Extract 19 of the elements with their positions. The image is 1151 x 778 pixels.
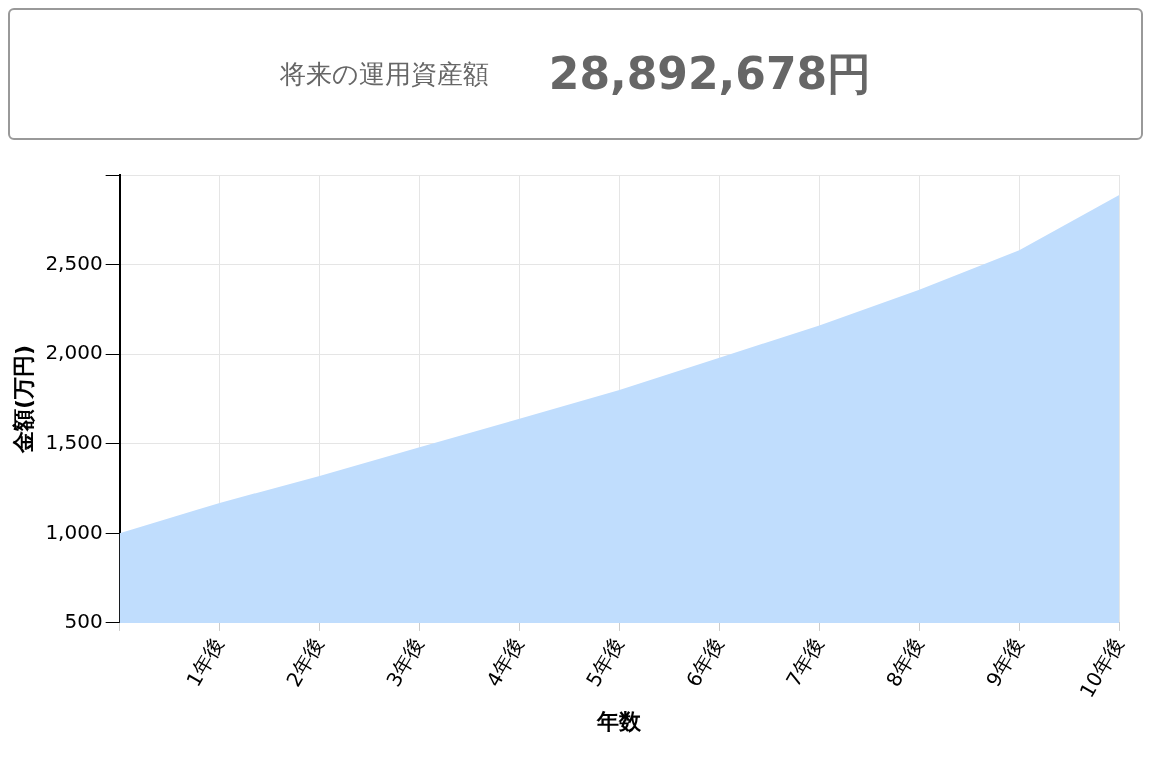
x-tick-label: 6年後 [681, 633, 729, 691]
x-axis-title: 年数 [596, 708, 643, 734]
x-tick-label: 9年後 [980, 633, 1029, 691]
x-tick-label: 4年後 [481, 633, 529, 691]
x-tick-label: 1年後 [181, 633, 229, 691]
y-tick-label: 1,500 [45, 429, 103, 454]
y-axis-title: 金額(万円) [10, 344, 36, 455]
x-tick-label: 2年後 [281, 633, 329, 691]
x-tick-label: 3年後 [381, 633, 429, 691]
x-tick-label: 10年後 [1074, 633, 1129, 702]
x-tick-label: 7年後 [781, 633, 829, 691]
x-tick-label: 8年後 [881, 633, 929, 691]
x-tick-label: 5年後 [581, 633, 629, 691]
y-tick-label: 2,000 [45, 340, 103, 365]
y-tick-label: 500 [64, 609, 103, 634]
y-tick-label: 2,500 [45, 250, 103, 275]
chart-title: 将来の運用資産額 [279, 57, 489, 91]
chart-subtitle: 28,892,678円 [548, 46, 872, 101]
y-tick-label: 1,000 [45, 519, 103, 544]
